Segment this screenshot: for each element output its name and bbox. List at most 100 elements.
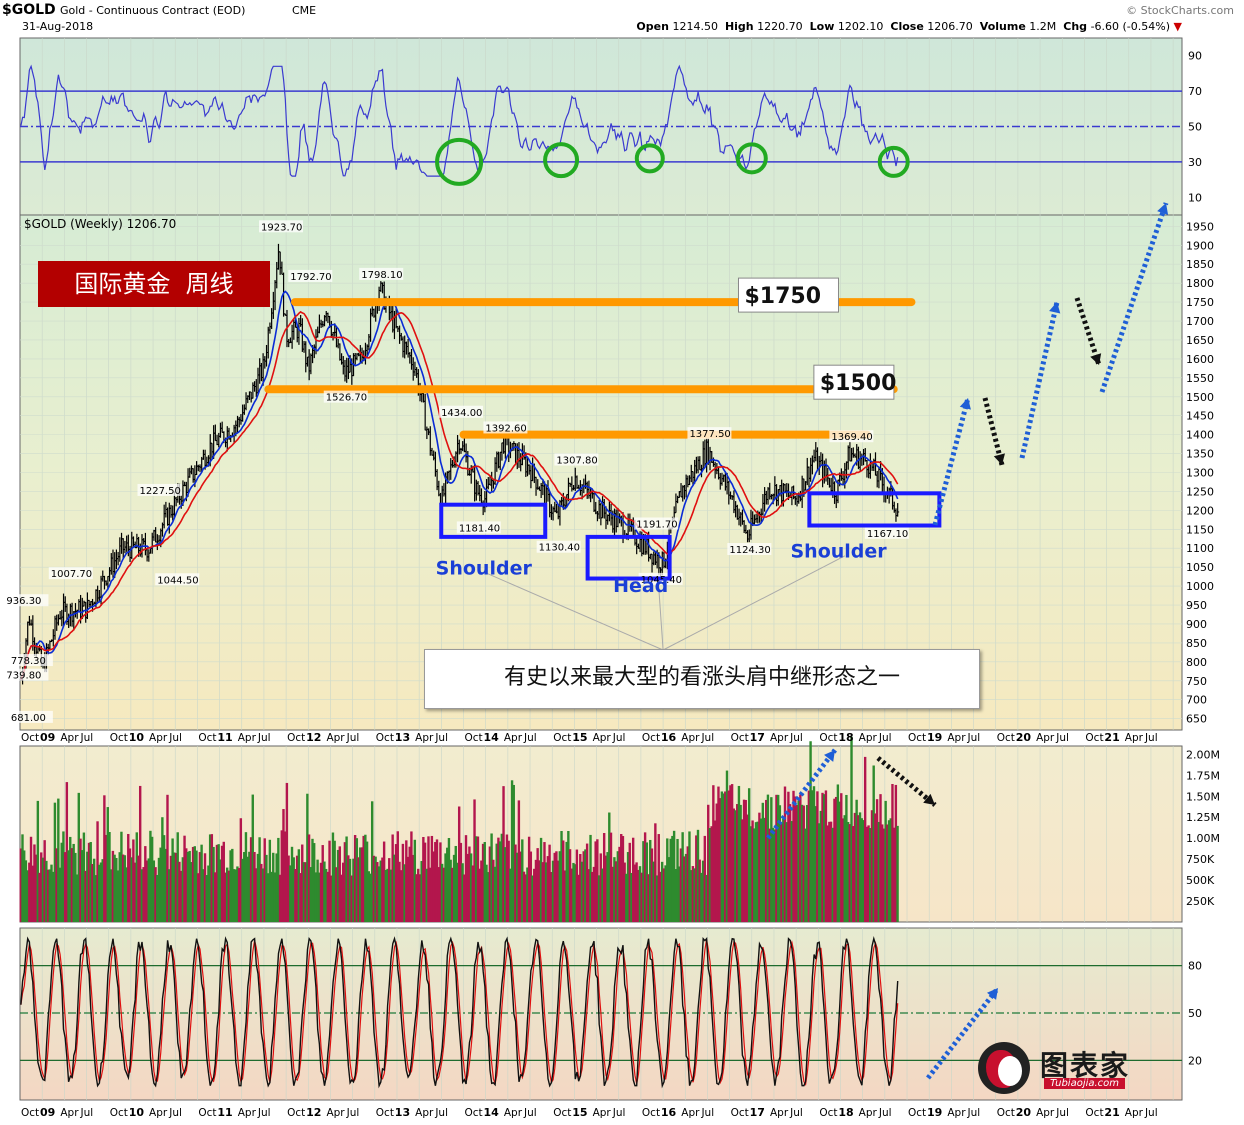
volume-bar	[311, 838, 314, 922]
volume-bar	[720, 791, 724, 922]
volume-bar	[689, 870, 693, 922]
x-year-label: 20	[1016, 731, 1032, 744]
x-tick-label: Jul	[257, 1107, 271, 1119]
volume-tick-label: 250K	[1186, 895, 1215, 908]
volume-bar	[739, 804, 742, 922]
projection-arrow-up-1	[932, 397, 971, 526]
volume-bar	[304, 862, 307, 922]
volume-bar	[268, 839, 272, 922]
volume-bar	[718, 798, 722, 922]
volume-tick-label: 1.25M	[1186, 811, 1220, 824]
price-tick-label: 900	[1186, 618, 1207, 631]
volume-bar	[36, 800, 40, 922]
volume-bar	[710, 826, 713, 922]
volume-bar	[891, 783, 894, 922]
volume-bar	[591, 871, 594, 922]
volume-bar	[48, 869, 51, 922]
price-tick-label: 1300	[1186, 467, 1214, 480]
title-badge: 国际黄金 周线	[38, 261, 270, 307]
volume-bar	[60, 842, 63, 922]
volume-bar	[103, 795, 106, 922]
x-year-label: 19	[927, 731, 942, 744]
volume-bar	[413, 839, 417, 922]
volume-bar	[662, 868, 666, 922]
volume-bar	[792, 790, 795, 922]
volume-bar	[620, 834, 623, 922]
volume-bar	[248, 851, 251, 922]
volume-bar	[526, 867, 529, 922]
volume-bar	[759, 818, 763, 922]
x-year-label: 16	[661, 1106, 677, 1119]
volume-bar	[816, 791, 819, 922]
volume-bar	[369, 873, 372, 922]
volume-bar	[28, 862, 31, 922]
x-tick-label: Jul	[257, 732, 271, 744]
x-year-label: 18	[838, 1106, 853, 1119]
volume-bar	[214, 872, 217, 922]
annotation-bg	[155, 573, 200, 586]
volume-bar	[517, 800, 521, 922]
x-year-label: 20	[1016, 1106, 1032, 1119]
volume-bar	[411, 854, 415, 922]
volume-bar	[562, 840, 565, 922]
volume-bar	[502, 786, 505, 922]
volume-bar	[324, 868, 328, 922]
volume-bar	[77, 792, 80, 922]
price-tick-label: 1950	[1186, 220, 1214, 233]
volume-bar	[604, 855, 608, 922]
annotation-bg	[456, 521, 501, 534]
volume-bar	[435, 839, 439, 922]
volume-bar	[623, 862, 626, 922]
x-tick-label: Oct	[908, 1107, 926, 1119]
x-tick-label: Apr	[326, 1107, 345, 1119]
x-tick-label: Jul	[700, 1107, 714, 1119]
volume-bar	[181, 857, 185, 922]
price-tick-label: 1050	[1186, 561, 1214, 574]
volume-bar	[817, 823, 821, 922]
volume-bar	[833, 798, 836, 922]
annotation-bg	[439, 405, 484, 418]
stoch-k-line	[20, 936, 899, 1089]
volume-bar	[683, 856, 686, 922]
annotation-label: 1130.40	[539, 543, 580, 554]
volume-bar	[635, 862, 638, 922]
volume-bar	[730, 784, 734, 922]
volume-bar	[396, 831, 399, 922]
x-tick-label: Apr	[1125, 732, 1144, 744]
volume-bar	[207, 865, 210, 922]
volume-bar	[127, 833, 130, 922]
volume-bar	[34, 854, 38, 922]
volume-bar	[220, 845, 224, 922]
x-year-label: 21	[1104, 731, 1119, 744]
x-tick-label: Jul	[80, 732, 94, 744]
volume-bar	[62, 831, 65, 922]
projection-arrow-up-2	[1019, 301, 1060, 459]
ohlc-readout: Open 1214.50 High 1220.70 Low 1202.10 Cl…	[636, 20, 1182, 33]
volume-tick-label: 1.50M	[1186, 790, 1220, 803]
volume-bar	[72, 843, 75, 922]
volume-bar	[336, 849, 340, 922]
price-tick-label: 1200	[1186, 504, 1214, 517]
volume-bar	[89, 842, 92, 922]
volume-bar	[452, 854, 456, 922]
open-value: 1214.50	[672, 20, 718, 33]
volume-bar	[176, 832, 179, 922]
annotation-bg	[554, 453, 599, 466]
volume-bar	[875, 799, 879, 922]
x-tick-label: Oct	[908, 732, 926, 744]
stoch-arrow-up-head	[986, 988, 998, 1000]
annotation-bg	[634, 517, 679, 530]
close-label: Close	[890, 20, 924, 33]
volume-bar	[266, 873, 270, 922]
volume-bar	[696, 829, 700, 922]
x-tick-label: Oct	[110, 1107, 128, 1119]
x-tick-label: Apr	[415, 732, 434, 744]
volume-bar	[430, 835, 434, 922]
volume-bar	[742, 799, 746, 922]
volume-bar	[802, 805, 805, 922]
volume-bar	[348, 858, 352, 922]
volume-bar	[50, 864, 53, 922]
volume-bar	[394, 844, 398, 922]
volume-bar	[417, 868, 420, 922]
resistance-label-box	[813, 364, 895, 400]
